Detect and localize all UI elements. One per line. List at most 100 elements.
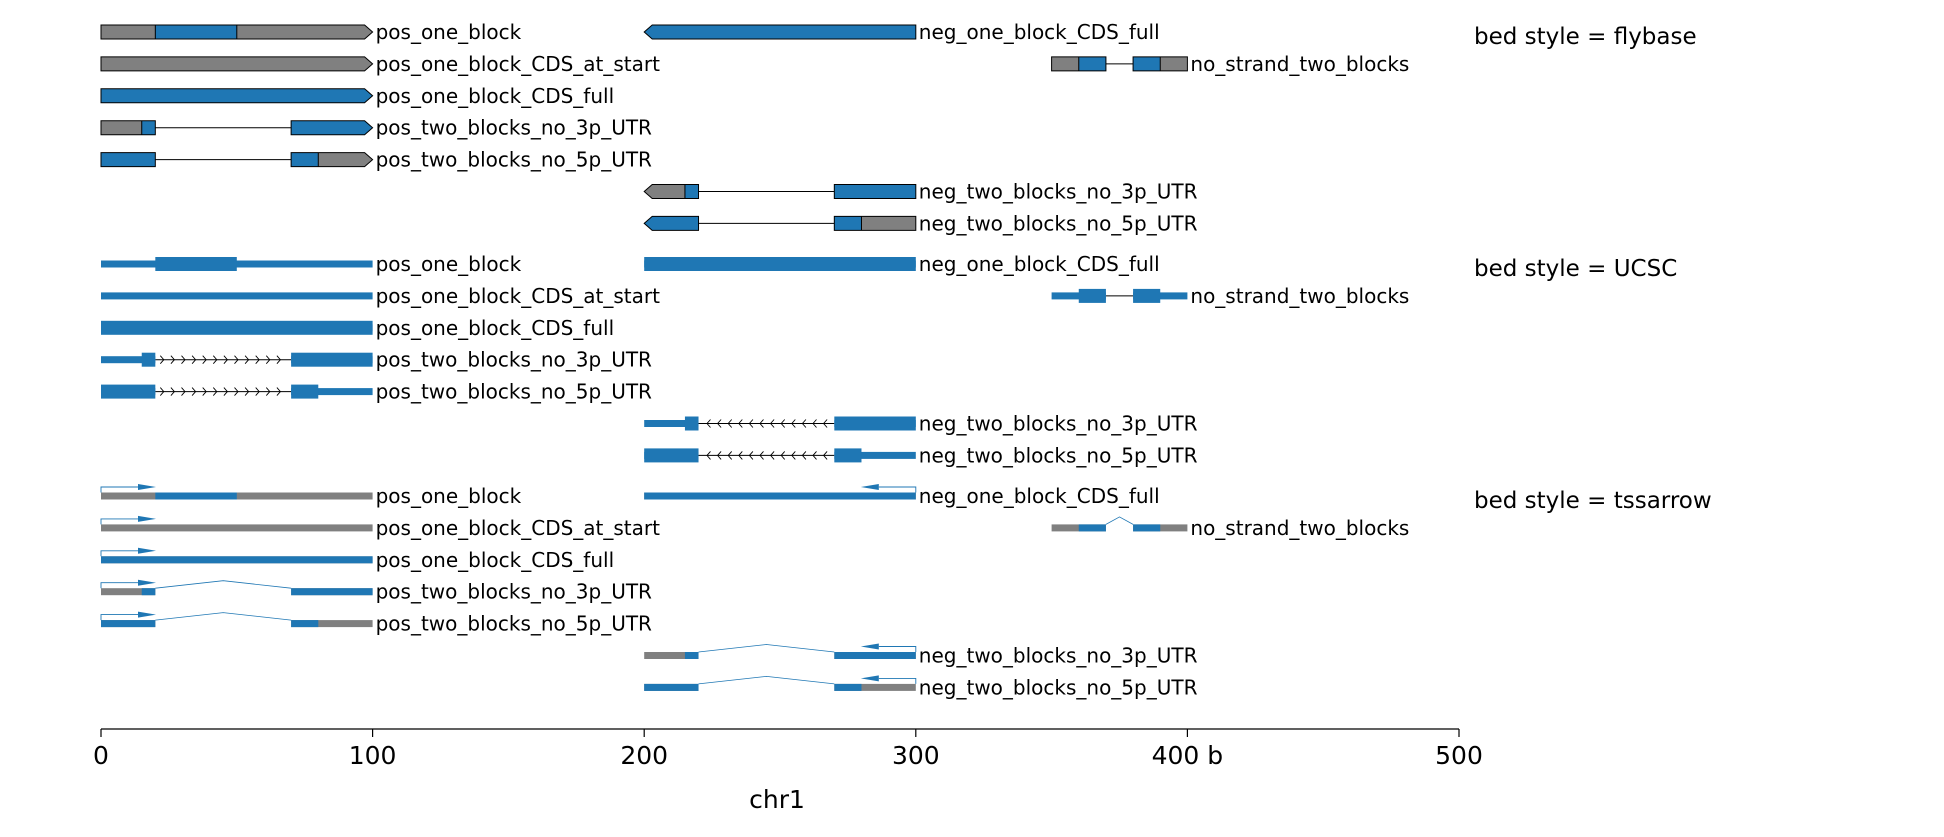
block-outline bbox=[100, 56, 374, 72]
gene-feature-neg-one-block-CDS-full: neg_one_block_CDS_full bbox=[644, 252, 1160, 276]
block-outline bbox=[100, 152, 156, 168]
strand-chevron bbox=[717, 451, 722, 460]
gene-feature-neg-two-blocks-no-5p-UTR: neg_two_blocks_no_5p_UTR bbox=[643, 211, 1198, 235]
gene-feature-no-strand-two-blocks: no_strand_two_blocks bbox=[1051, 516, 1409, 540]
gene-label: pos_one_block_CDS_at_start bbox=[376, 52, 661, 76]
gene-feature-pos-one-block-CDS-full: pos_one_block_CDS_full bbox=[100, 84, 614, 108]
strand-chevron bbox=[191, 355, 197, 364]
strand-chevron bbox=[812, 451, 817, 460]
strand-chevron bbox=[823, 451, 828, 460]
strand-chevron bbox=[727, 419, 733, 428]
gene-label: no_strand_two_blocks bbox=[1190, 52, 1409, 76]
gene-feature-pos-one-block-CDS-full: pos_one_block_CDS_full bbox=[100, 547, 614, 572]
strand-chevron bbox=[244, 387, 250, 396]
strand-chevron bbox=[748, 419, 754, 428]
gene-label: pos_two_blocks_no_3p_UTR bbox=[376, 116, 652, 140]
cds-block bbox=[141, 352, 156, 367]
cds-block bbox=[1133, 56, 1161, 71]
gene-feature-pos-two-blocks-no-5p-UTR: pos_two_blocks_no_5p_UTR bbox=[100, 611, 652, 636]
gene-feature-neg-two-blocks-no-3p-UTR: neg_two_blocks_no_3p_UTR bbox=[644, 412, 1198, 436]
cds-block bbox=[291, 352, 373, 367]
gene-feature-neg-two-blocks-no-3p-UTR: neg_two_blocks_no_3p_UTR bbox=[643, 180, 1198, 204]
strand-chevron bbox=[265, 387, 271, 396]
strand-chevron bbox=[780, 419, 786, 428]
block-outline bbox=[833, 215, 917, 231]
gene-label: no_strand_two_blocks bbox=[1190, 284, 1409, 308]
gene-label: no_strand_two_blocks bbox=[1190, 516, 1409, 540]
gene-label: pos_one_block bbox=[376, 252, 522, 276]
tss-arrow bbox=[878, 486, 917, 493]
cds-block bbox=[291, 384, 319, 399]
strand-chevron bbox=[770, 451, 775, 460]
strand-chevron bbox=[170, 355, 175, 364]
tss-arrow bbox=[100, 518, 138, 525]
strand-chevron bbox=[244, 355, 250, 364]
cds-block bbox=[1133, 288, 1161, 303]
cds-block bbox=[834, 184, 916, 199]
intron-line bbox=[1105, 516, 1134, 525]
utr-block bbox=[644, 652, 699, 659]
strand-chevron bbox=[801, 451, 807, 460]
gene-label: pos_one_block bbox=[376, 20, 522, 44]
cds-block bbox=[141, 120, 156, 135]
gene-label: pos_one_block_CDS_full bbox=[376, 316, 615, 340]
block-outline bbox=[290, 120, 374, 136]
strand-chevron bbox=[706, 451, 711, 460]
tss-arrow bbox=[100, 582, 138, 589]
cds-block bbox=[684, 652, 699, 659]
strand-chevron bbox=[812, 419, 817, 428]
gene-label: pos_one_block bbox=[376, 484, 522, 508]
strand-chevron bbox=[212, 355, 218, 364]
gene-label: neg_one_block_CDS_full bbox=[919, 484, 1160, 508]
x-tick-label: 0 bbox=[93, 741, 109, 770]
gene-label: pos_two_blocks_no_3p_UTR bbox=[376, 348, 652, 372]
intron-line bbox=[698, 644, 835, 653]
tss-arrow bbox=[878, 677, 917, 684]
gene-feature-no-strand-two-blocks: no_strand_two_blocks bbox=[1051, 52, 1409, 76]
cds-block bbox=[834, 683, 862, 691]
strand-chevron bbox=[159, 355, 165, 364]
cds-block bbox=[155, 257, 237, 271]
x-tick-label: 400 b bbox=[1152, 741, 1224, 770]
strand-chevron bbox=[276, 387, 281, 396]
gene-label: neg_two_blocks_no_5p_UTR bbox=[919, 443, 1198, 467]
cds-block bbox=[101, 152, 156, 167]
utr-block bbox=[291, 388, 373, 396]
strand-chevron bbox=[234, 387, 239, 396]
x-axis-label: chr1 bbox=[749, 785, 805, 814]
block-outline bbox=[643, 215, 700, 231]
gene-feature-neg-one-block-CDS-full: neg_one_block_CDS_full bbox=[643, 20, 1160, 44]
tss-arrow bbox=[100, 614, 138, 621]
x-tick-label: 300 bbox=[892, 741, 940, 770]
utr-block bbox=[101, 56, 373, 71]
cds-block bbox=[101, 320, 373, 335]
strand-chevron bbox=[801, 419, 807, 428]
section-title: bed style = tssarrow bbox=[1474, 488, 1712, 514]
tss-arrow-head bbox=[138, 579, 156, 586]
strand-chevron bbox=[738, 451, 743, 460]
gene-label: pos_two_blocks_no_5p_UTR bbox=[376, 612, 652, 636]
cds-block bbox=[644, 448, 699, 463]
strand-chevron bbox=[265, 355, 271, 364]
gene-feature-pos-two-blocks-no-5p-UTR: pos_two_blocks_no_5p_UTR bbox=[101, 380, 652, 404]
strand-chevron bbox=[780, 451, 786, 460]
cds-block bbox=[291, 588, 373, 596]
strand-chevron bbox=[759, 451, 764, 460]
cds-block bbox=[834, 216, 862, 231]
block-outline bbox=[290, 152, 374, 168]
gene-feature-pos-one-block-CDS-full: pos_one_block_CDS_full bbox=[101, 316, 614, 340]
cds-block bbox=[101, 556, 373, 564]
strand-chevron bbox=[791, 451, 796, 460]
gene-label: pos_one_block_CDS_at_start bbox=[376, 284, 661, 308]
cds-block bbox=[155, 25, 237, 39]
gene-feature-pos-one-block: pos_one_block bbox=[100, 20, 522, 44]
gene-label: pos_one_block_CDS_at_start bbox=[376, 516, 661, 540]
strand-chevron bbox=[823, 419, 828, 428]
tss-arrow-head bbox=[138, 611, 156, 618]
gene-label: neg_two_blocks_no_5p_UTR bbox=[919, 675, 1198, 699]
section-tssarrow: bed style = tssarrow pos_one_block pos_one… bbox=[100, 484, 1712, 699]
utr-block bbox=[101, 524, 373, 532]
cds-block bbox=[291, 120, 373, 135]
cds-block bbox=[101, 88, 373, 103]
strand-chevron bbox=[717, 419, 722, 428]
